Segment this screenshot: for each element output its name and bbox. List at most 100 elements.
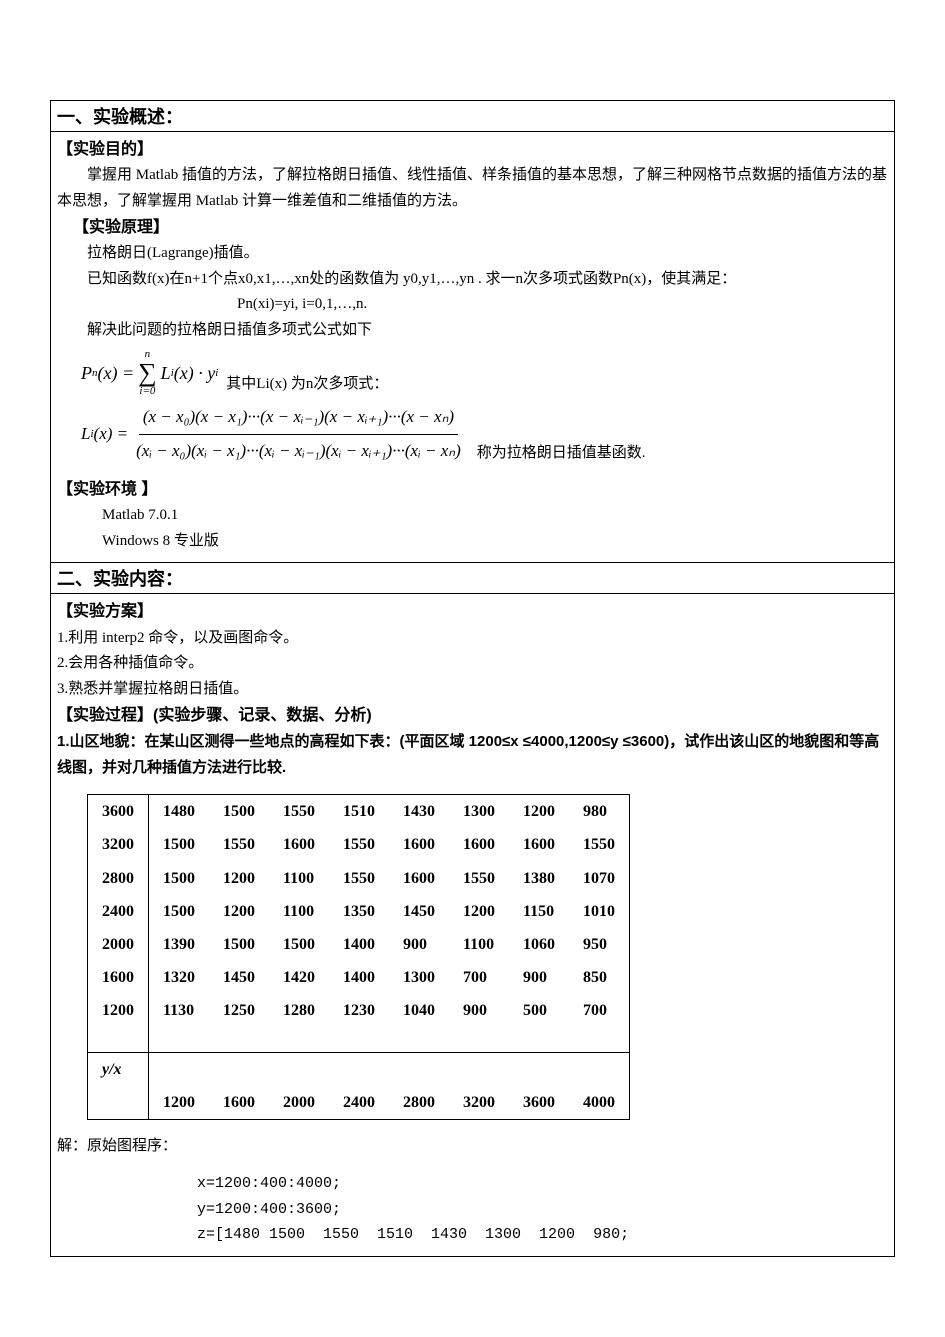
sum-trail-text: 其中Li(x) 为n次多项式： [226,372,388,398]
table-cell: 1500 [269,928,329,961]
fraction-denominator: (xᵢ − x₀)(xᵢ − x₁)···(xᵢ − xᵢ₋₁)(xᵢ − xᵢ… [132,435,465,466]
section-content-title: 二、实验内容： [51,562,894,594]
table-cell: 1100 [269,862,329,895]
table-cell: 1350 [329,895,389,928]
content-block: 【实验方案】 1.利用 interp2 命令，以及画图命令。 2.会用各种插值命… [51,594,894,1256]
plan-item-3: 3.熟悉并掌握拉格朗日插值。 [57,677,888,703]
table-cell: 1600 [88,961,149,994]
objective-text: 掌握用 Matlab 插值的方法，了解拉格朗日插值、线性插值、样条插值的基本思想… [57,163,888,214]
elevation-table: 3600 1480 1500 1550 1510 1430 1300 1200 … [87,794,630,1120]
table-xhead: 2400 [329,1086,389,1120]
sigma-icon: ∑ [138,360,157,386]
environment-line1: Matlab 7.0.1 [57,503,888,529]
page: 一、实验概述： 【实验目的】 掌握用 Matlab 插值的方法，了解拉格朗日插值… [0,0,945,1297]
table-cell: 980 [569,795,630,829]
table-row: 1600 1320 1450 1420 1400 1300 700 900 85… [88,961,630,994]
table-cell: 1600 [389,862,449,895]
table-spacer-row [88,1028,630,1053]
sum-lhs-pn: P [81,358,92,389]
table-cell: 1380 [509,862,569,895]
table-cell: 2400 [88,895,149,928]
table-cell: 1500 [209,928,269,961]
table-cell: 1320 [149,961,210,994]
code-line: y=1200:400:3600; [197,1201,341,1218]
table-row: 2000 1390 1500 1500 1400 900 1100 1060 9… [88,928,630,961]
table-xhead: 2000 [269,1086,329,1120]
table-cell: 1060 [509,928,569,961]
code-line: z=[1480 1500 1550 1510 1430 1300 1200 98… [197,1226,629,1243]
table-xhead: 4000 [569,1086,630,1120]
table-cell: 1600 [269,828,329,861]
table-cell: 2800 [88,862,149,895]
table-cell: 1600 [509,828,569,861]
sum-rhs-l: L [161,358,171,389]
table-cell: 700 [569,994,630,1027]
principle-line1: 拉格朗日(Lagrange)插值。 [57,241,888,267]
frac-trail-text: 称为拉格朗日插值基函数. [477,441,646,467]
table-cell: 900 [389,928,449,961]
table-xhead: 3200 [449,1086,509,1120]
environment-line2: Windows 8 专业版 [57,529,888,555]
sum-lhs-x: (x) = [98,358,135,389]
table-cell: 1550 [329,862,389,895]
table-cell: 1100 [269,895,329,928]
table-cell: 1500 [149,828,210,861]
code-line: x=1200:400:4000; [197,1175,341,1192]
table-cell: 1280 [269,994,329,1027]
sum-formula: Pn(x) = n ∑ i=0 Li(x) · yi [81,349,218,397]
table-cell: 1100 [449,928,509,961]
plan-item-2: 2.会用各种插值命令。 [57,651,888,677]
frac-formula-row: Li(x) = (x − x₀)(x − x₁)···(x − xᵢ₋₁)(x … [81,403,888,466]
principle-heading: 【实验原理】 [57,214,888,241]
table-xhead: 3600 [509,1086,569,1120]
table-cell: 1550 [449,862,509,895]
table-cell: 1480 [149,795,210,829]
table-cell: 700 [449,961,509,994]
table-cell: 1390 [149,928,210,961]
table-cell: 1010 [569,895,630,928]
table-cell: 1510 [329,795,389,829]
table-cell: 1200 [209,895,269,928]
table-cell: 1150 [509,895,569,928]
table-cell: 1200 [209,862,269,895]
table-cell: 900 [509,961,569,994]
objective-heading: 【实验目的】 [57,136,888,163]
table-xhead: 1200 [149,1086,210,1120]
sum-rhs-yi: i [215,364,218,383]
frac-lhs-x: (x) = [94,420,129,449]
table-cell: 1300 [449,795,509,829]
table-row: 1200 1130 1250 1280 1230 1040 900 500 70… [88,994,630,1027]
sum-rhs-xy: (x) · y [174,358,215,389]
table-cell: 1200 [449,895,509,928]
table-cell: 2000 [88,928,149,961]
table-cell: 1430 [389,795,449,829]
fraction: (x − x₀)(x − x₁)···(x − xᵢ₋₁)(x − xᵢ₊₁)·… [132,403,465,466]
table-row: 3200 1500 1550 1600 1550 1600 1600 1600 … [88,828,630,861]
table-cell: 850 [569,961,630,994]
table-row: 3600 1480 1500 1550 1510 1430 1300 1200 … [88,795,630,829]
table-cell: 1600 [389,828,449,861]
table-cell: 1450 [209,961,269,994]
sum-formula-row: Pn(x) = n ∑ i=0 Li(x) · yi 其中Li(x) 为n次多项… [81,349,888,397]
table-cell: 1200 [88,994,149,1027]
frac-lhs-l: L [81,420,90,449]
code-block: x=1200:400:4000; y=1200:400:3600; z=[148… [197,1171,888,1248]
table-cell: 950 [569,928,630,961]
table-x-header-row: 1200 1600 2000 2400 2800 3200 3600 4000 [88,1086,630,1120]
table-cell: 1250 [209,994,269,1027]
overview-content: 【实验目的】 掌握用 Matlab 插值的方法，了解拉格朗日插值、线性插值、样条… [51,132,894,562]
principle-line3: 解决此问题的拉格朗日插值多项式公式如下 [57,318,888,344]
table-cell: 1500 [149,862,210,895]
solution-heading: 解：原始图程序： [57,1134,888,1160]
table-cell: 1450 [389,895,449,928]
table-cell: 1550 [209,828,269,861]
table-cell: 1400 [329,961,389,994]
table-xhead: 1600 [209,1086,269,1120]
table-row: 2800 1500 1200 1100 1550 1600 1550 1380 … [88,862,630,895]
fraction-numerator: (x − x₀)(x − x₁)···(x − xᵢ₋₁)(x − xᵢ₊₁)·… [139,403,458,435]
table-cell: 1400 [329,928,389,961]
principle-line2: 已知函数f(x)在n+1个点x0,x1,…,xn处的函数值为 y0,y1,…,y… [57,267,888,293]
sigma-wrap: n ∑ i=0 [138,349,157,397]
table-cell: 1200 [509,795,569,829]
table-body: 3600 1480 1500 1550 1510 1430 1300 1200 … [88,795,630,1120]
